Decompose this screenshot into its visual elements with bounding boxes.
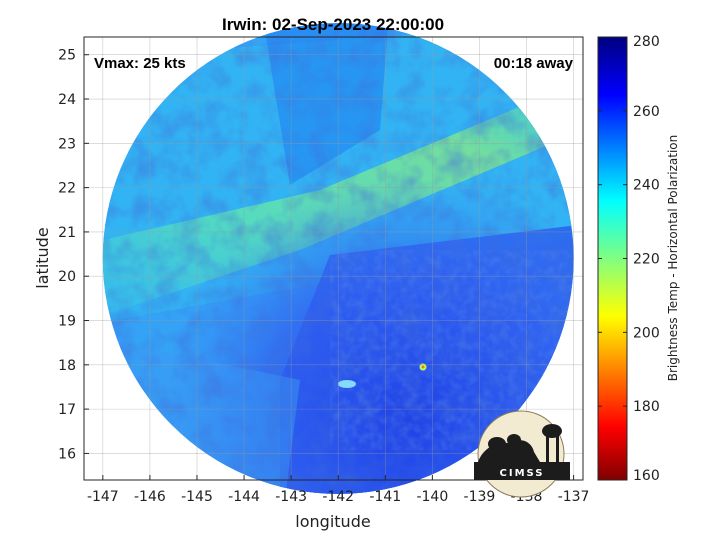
vmax-annotation: Vmax: 25 kts bbox=[94, 55, 186, 72]
colorbar bbox=[597, 36, 628, 481]
y-tick-label: 19 bbox=[58, 314, 76, 330]
y-tick-label: 17 bbox=[58, 402, 76, 418]
y-tick-label: 25 bbox=[58, 48, 76, 64]
y-tick-label: 24 bbox=[58, 92, 76, 108]
x-tick-label: -144 bbox=[228, 489, 260, 505]
y-tick-labels: 16 17 18 19 20 21 22 23 24 25 bbox=[58, 48, 89, 462]
plot-frame bbox=[83, 36, 584, 481]
colorbar-tick-label: 260 bbox=[633, 104, 660, 120]
x-tick-label: -139 bbox=[464, 489, 496, 505]
colorbar-tick-label: 160 bbox=[633, 468, 660, 484]
y-axis-label: latitude bbox=[33, 227, 52, 288]
x-tick-label: -146 bbox=[134, 489, 166, 505]
y-tick-label: 16 bbox=[58, 446, 76, 462]
x-tick-label: -143 bbox=[275, 489, 307, 505]
x-tick-label: -137 bbox=[558, 489, 590, 505]
x-tick-label: -142 bbox=[322, 489, 354, 505]
logo-text: CIMSS bbox=[500, 468, 545, 479]
colorbar-tick-label: 180 bbox=[633, 399, 660, 415]
grid-lines bbox=[84, 37, 583, 480]
chart-title: Irwin: 02-Sep-2023 22:00:00 bbox=[222, 15, 444, 34]
colorbar-tick-label: 240 bbox=[633, 178, 660, 194]
x-tick-label: -141 bbox=[369, 489, 401, 505]
x-tick-label: -140 bbox=[416, 489, 448, 505]
brightness-temp-swath bbox=[102, 23, 574, 494]
cimss-logo: CIMSS bbox=[474, 410, 570, 498]
x-axis-label: longitude bbox=[295, 512, 370, 531]
y-tick-label: 21 bbox=[58, 225, 76, 241]
y-tick-label: 20 bbox=[58, 269, 76, 285]
colorbar-tick-label: 220 bbox=[633, 252, 660, 268]
y-tick-label: 22 bbox=[58, 181, 76, 197]
y-tick-label: 18 bbox=[58, 358, 76, 374]
colorbar-label: Brightness Temp - Horizontal Polarizatio… bbox=[666, 135, 680, 382]
x-tick-labels: -147-146-145-144-143-142-141-140-139-138… bbox=[87, 475, 590, 505]
y-tick-label: 23 bbox=[58, 136, 76, 152]
x-tick-label: -145 bbox=[181, 489, 213, 505]
colorbar-tick-label: 200 bbox=[633, 325, 660, 341]
colorbar-tick-labels: 160 180 200 220 240 260 280 bbox=[598, 34, 660, 484]
colorbar-tick-label: 280 bbox=[633, 34, 660, 50]
x-tick-label: -147 bbox=[87, 489, 119, 505]
time-away-annotation: 00:18 away bbox=[494, 55, 574, 72]
